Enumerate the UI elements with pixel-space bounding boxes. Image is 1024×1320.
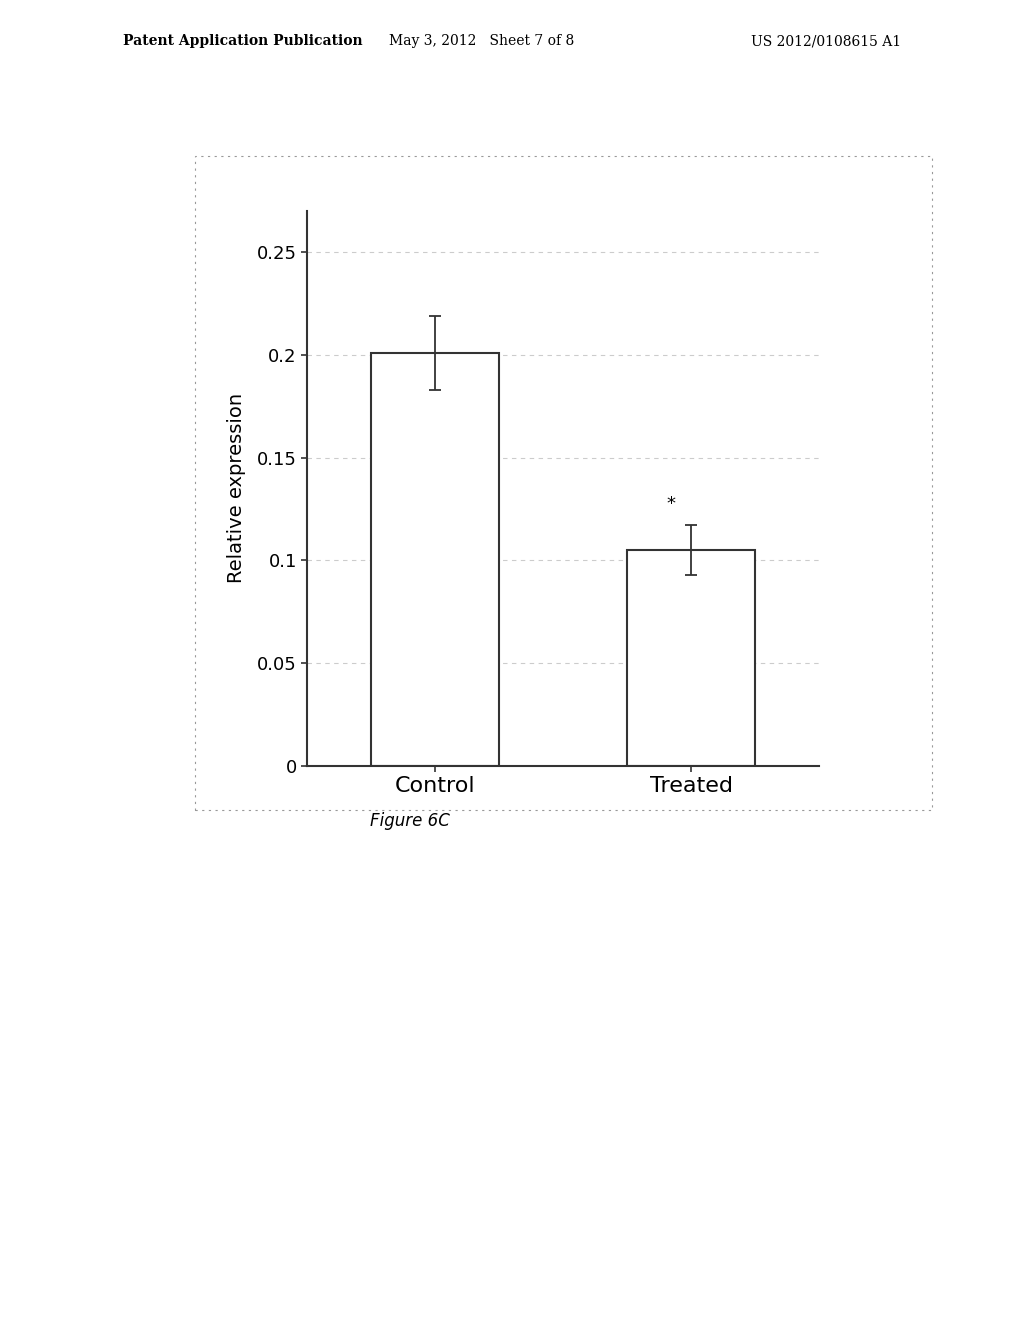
Y-axis label: Relative expression: Relative expression (226, 393, 246, 583)
Bar (627, 550, 756, 766)
Text: US 2012/0108615 A1: US 2012/0108615 A1 (751, 34, 901, 49)
Text: Patent Application Publication: Patent Application Publication (123, 34, 362, 49)
Bar (371, 352, 500, 766)
Text: May 3, 2012   Sheet 7 of 8: May 3, 2012 Sheet 7 of 8 (389, 34, 573, 49)
Text: *: * (667, 495, 675, 513)
Text: Figure 6C: Figure 6C (370, 812, 450, 830)
